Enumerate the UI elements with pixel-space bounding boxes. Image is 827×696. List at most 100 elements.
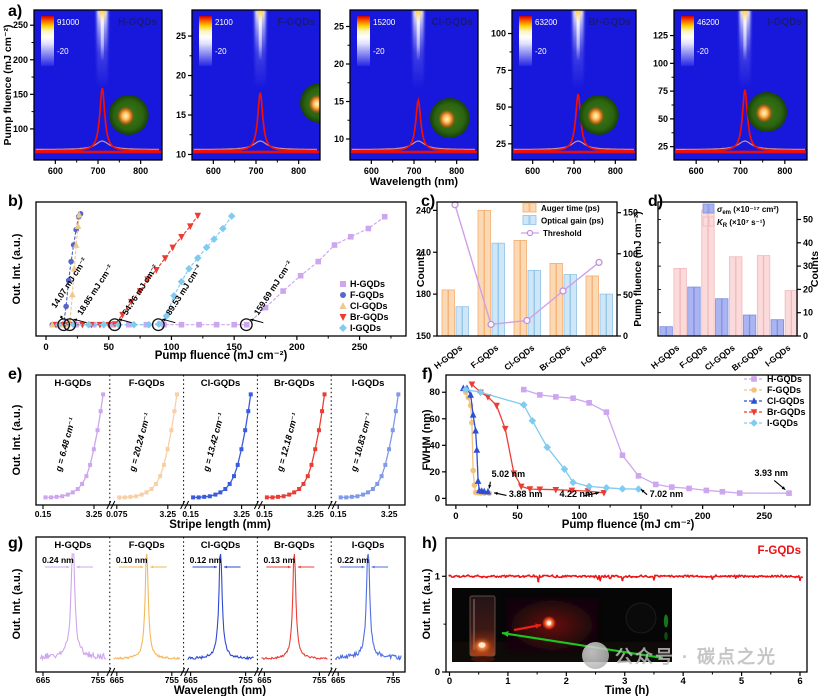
fwhm-annotation: 5.02 nm (492, 469, 526, 479)
svg-text:210: 210 (416, 247, 431, 257)
category-label: H-GQDs (649, 343, 681, 371)
threshold-annotation: 159.69 mJ cm⁻² (252, 259, 295, 317)
emission-spot-photo (747, 92, 788, 132)
fwhm-label: 0.22 nm (337, 555, 369, 565)
svg-text:600: 600 (689, 166, 704, 176)
svg-text:700: 700 (733, 166, 748, 176)
svg-text:150: 150 (416, 331, 431, 341)
svg-text:20: 20 (176, 71, 186, 81)
gain-annotation: g = 13.42 cm⁻¹ (201, 412, 227, 474)
legend-item: Optical gain (ps) (541, 217, 604, 226)
panel-f-fwhm-plot: f) 5.02 nm 3.88 nm 4.22 nm 7.02 nm 3.93 nm H-G… (421, 366, 811, 531)
fwhm-label: 0.10 nm (116, 555, 148, 565)
laser-setup-photo (452, 588, 672, 662)
panel-b-ylabel: Out. Int. (a.u.) (11, 233, 23, 304)
svg-text:15: 15 (334, 97, 344, 107)
svg-text:0: 0 (623, 331, 628, 341)
section-title: Br-GQDs (274, 540, 315, 551)
svg-text:150: 150 (226, 342, 242, 353)
panel-a-ylabel: Pump fluence (mJ cm⁻²) (2, 24, 14, 145)
category-label: I-GQDs (579, 343, 608, 369)
panel-e-gain-sections: e) H-GQDs g = 6.48 cm⁻¹ 0.15 3.25 F-GQDs g = 2… (8, 366, 406, 531)
svg-text:25: 25 (334, 22, 344, 32)
legend-item: I-GQDs (350, 323, 381, 333)
svg-text:0: 0 (447, 676, 452, 687)
bar (784, 290, 792, 337)
gain-annotation: g = 12.18 cm⁻¹ (274, 412, 300, 474)
bar (659, 326, 667, 337)
fwhm-label: 0.24 nm (42, 555, 74, 565)
panel-a-sub-Cl-GQDs: 15200 -20 Cl-GQDs 10 15 20 25 600 700 800 (334, 9, 479, 176)
svg-text:5: 5 (739, 676, 745, 687)
svg-text:3.25: 3.25 (160, 509, 177, 519)
panel-a-heatmaps: a) Pump fluence (mJ cm⁻²) 91000 -20 H-GQDs 10… (2, 3, 808, 188)
bar (484, 209, 491, 337)
legend-item: I-GQDs (767, 418, 798, 428)
fwhm-annotation: 3.93 nm (754, 468, 788, 478)
colorbar-max-label: 2100 (215, 18, 233, 27)
bar (585, 275, 593, 337)
gain-annotation: g = 6.48 cm⁻¹ (53, 416, 77, 473)
emission-spot-photo (300, 83, 320, 123)
panel-h-ylabel: Out. Int. (a.u.) (421, 568, 433, 639)
subpanel-title: Br-GQDs (588, 17, 631, 28)
colorbar-max-label: 91000 (57, 18, 80, 27)
panel-a-sub-H-GQDs: 91000 -20 H-GQDs 100 150 200 250 600 700 800 (13, 9, 163, 176)
legend-item: Br-GQDs (350, 312, 389, 322)
section-title: I-GQDs (352, 378, 385, 389)
svg-text:250: 250 (756, 511, 772, 522)
colorbar (41, 16, 54, 66)
bar (666, 326, 673, 337)
svg-text:3.25: 3.25 (307, 509, 324, 519)
bar (606, 293, 613, 337)
subpanel-title: Cl-GQDs (431, 17, 473, 28)
panel-b-threshold-plot: b)14.07 mJ cm⁻²18.85 mJ cm⁻² 54.76 mJ cm⁻… (8, 193, 407, 362)
panel-c-label: c) (421, 193, 435, 210)
threshold-circle (108, 318, 122, 332)
panel-e-xlabel: Stripe length (mm) (169, 519, 271, 531)
svg-text:100: 100 (491, 29, 506, 39)
svg-text:755: 755 (239, 675, 253, 685)
svg-text:600: 600 (48, 166, 63, 176)
legend-item: F-GQDs (767, 385, 801, 395)
svg-text:10: 10 (803, 308, 813, 318)
bar (687, 286, 695, 337)
legend-item: Cl-GQDs (350, 301, 388, 311)
svg-text:15: 15 (176, 110, 186, 120)
svg-text:2: 2 (564, 676, 569, 687)
legend-item: Cl-GQDs (767, 396, 805, 406)
svg-text:200: 200 (289, 342, 305, 353)
svg-text:20: 20 (334, 59, 344, 69)
svg-text:10: 10 (176, 149, 186, 159)
category-label: Cl-GQDs (502, 343, 536, 373)
svg-text:25: 25 (496, 139, 506, 149)
subpanel-title: H-GQDs (118, 17, 157, 28)
panel-a-label: a) (8, 3, 22, 20)
svg-text:600: 600 (364, 166, 379, 176)
panel-f-ylabel: FWHM (nm) (421, 409, 433, 470)
panel-d-label: d) (648, 193, 663, 210)
panel-a-sub-F-GQDs: 2100 -20 F-GQDs 10 15 20 25 600 700 800 (176, 9, 321, 176)
colorbar (199, 16, 212, 66)
svg-text:4: 4 (681, 676, 687, 687)
svg-text:75: 75 (496, 65, 506, 75)
panel-d-ylabel: Counts (809, 251, 821, 287)
svg-text:3.25: 3.25 (381, 509, 398, 519)
svg-text:25: 25 (658, 142, 668, 152)
colorbar-max-label: 46200 (697, 18, 720, 27)
svg-text:80: 80 (429, 387, 440, 398)
svg-text:150: 150 (633, 511, 649, 522)
svg-text:30: 30 (803, 261, 813, 271)
colorbar (357, 16, 370, 66)
svg-text:0: 0 (435, 667, 440, 678)
category-label: I-GQDs (763, 343, 792, 369)
section-title: Cl-GQDs (201, 378, 241, 389)
panel-h-label: h) (422, 535, 437, 552)
threshold-circle (151, 318, 165, 332)
colorbar-max-label: 63200 (535, 18, 558, 27)
section-title: I-GQDs (352, 540, 385, 551)
svg-text:100: 100 (13, 124, 28, 134)
svg-text:100: 100 (653, 58, 668, 68)
colorbar-min-label: -20 (373, 47, 385, 56)
gain-annotation: g = 10.83 cm⁻¹ (348, 412, 374, 474)
